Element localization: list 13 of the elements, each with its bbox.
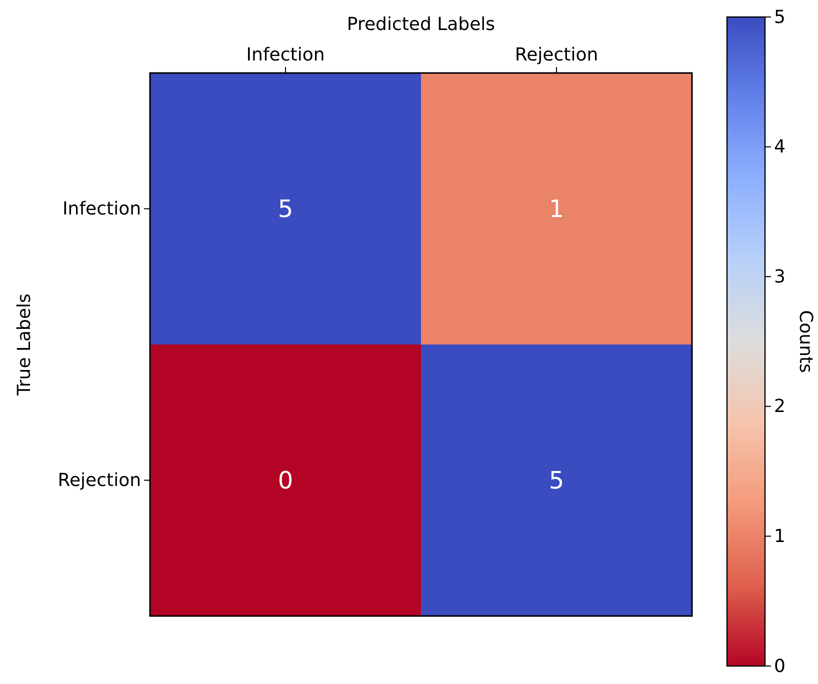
color-bar-label: 3: [774, 266, 786, 288]
color-bar-label: 5: [774, 6, 786, 28]
color-bar-label: 1: [774, 526, 786, 547]
color-bar-label: 4: [774, 136, 786, 158]
x-axis-title: Predicted Labels: [346, 14, 496, 35]
color-bar-title: Counts: [795, 310, 816, 373]
data-label: 0: [278, 466, 294, 494]
data-label: 5: [548, 466, 564, 494]
data-label: 5: [278, 194, 294, 223]
color-bar-label: 0: [774, 656, 786, 677]
data-label: 1: [548, 194, 564, 223]
color-bar-label: 2: [774, 396, 786, 418]
y-axis-title: True Labels: [14, 294, 35, 396]
